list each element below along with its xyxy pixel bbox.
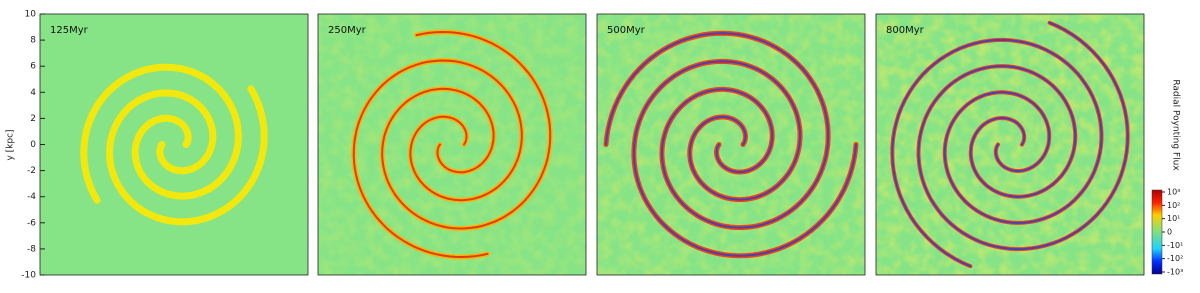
colorbar-tick-label: 10³ [1167,188,1180,197]
panel-label: 250Myr [328,25,367,36]
panel: 800Myr [875,13,1145,276]
y-tick-label: 8 [30,36,36,46]
panel-frame [875,13,1145,276]
y-tick-label: -10 [21,271,36,281]
spiral-arm [605,32,830,229]
panel-background [40,14,308,275]
panel-frame [317,13,587,276]
y-tick-label: -8 [27,244,36,254]
colorbar-tick-label: 0 [1167,228,1172,237]
spiral-arm [80,63,242,204]
panel: 125Myr [39,13,309,276]
y-axis-label: y [kpc] [6,129,16,160]
colorbar-tick-label: -10¹ [1167,241,1183,250]
colorbar-tick-label: -10³ [1167,268,1183,277]
panel-label: 500Myr [607,25,646,36]
colorbar-tick-label: 10² [1167,201,1180,210]
panel: 250Myr [317,13,587,276]
y-tick-label: -6 [27,218,36,228]
y-tick-label: 0 [30,140,36,150]
y-tick-label: 2 [30,114,36,124]
spiral-arm [632,60,857,257]
panel-frame [596,13,866,276]
y-tick-label: 4 [30,88,36,98]
y-tick-label: 10 [25,10,37,20]
colorbar-tick-label: -10² [1167,254,1183,263]
spiral-arm [352,59,523,259]
turbulence [597,14,865,275]
spiral-arm [891,38,1103,268]
turbulence [318,14,586,275]
panel: 500Myr [596,13,866,276]
colorbar-tick-label: 10¹ [1167,214,1180,223]
y-tick-label: -2 [27,166,36,176]
spiral-arm [381,30,552,230]
y-tick-label: -4 [27,192,36,202]
turbulence [876,14,1144,275]
colorbar-label: Radial Poynting Flux [1171,79,1181,171]
spiral-arm [917,21,1129,251]
panel-label: 800Myr [886,25,925,36]
panel-label: 125Myr [50,25,89,36]
colorbar [1151,189,1163,275]
y-tick-label: 6 [30,62,36,72]
spiral-arm [106,85,268,226]
